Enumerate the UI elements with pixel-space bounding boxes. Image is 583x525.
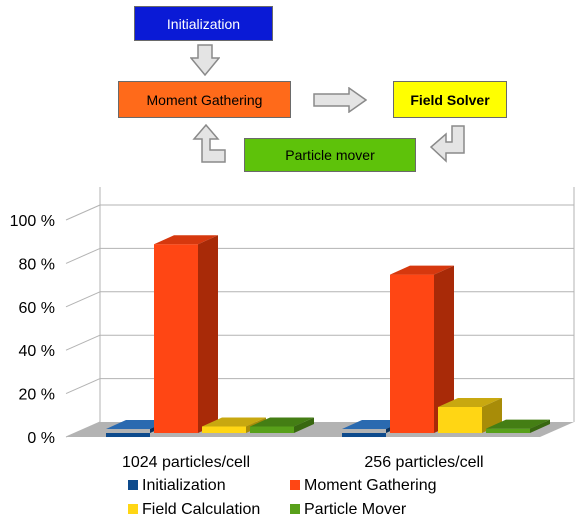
bar-top xyxy=(390,265,454,275)
legend-swatch xyxy=(290,504,300,514)
moment-gathering-box: Moment Gathering xyxy=(118,81,291,118)
legend-swatch xyxy=(128,504,138,514)
bars xyxy=(106,235,550,438)
bar-side xyxy=(198,235,218,433)
particle-mover-box: Particle mover xyxy=(244,138,416,172)
bar-front xyxy=(250,426,294,434)
bar-front xyxy=(438,406,482,434)
bar-front xyxy=(390,274,434,434)
legend-label: Moment Gathering xyxy=(304,477,437,494)
bar-top xyxy=(250,417,314,427)
bar-side xyxy=(294,417,314,433)
bar-front xyxy=(106,433,150,438)
arrow-right-icon xyxy=(313,87,367,113)
legend-label: Initialization xyxy=(142,477,226,494)
y-tick-label: 100 % xyxy=(10,213,55,230)
category-labels: 1024 particles/cell 256 particles/cell xyxy=(122,454,484,471)
initialization-box: Initialization xyxy=(134,6,273,41)
arrow-down-icon xyxy=(190,44,220,76)
legend-label: Particle Mover xyxy=(304,501,407,518)
bar-top xyxy=(438,397,502,407)
axis-tick xyxy=(65,421,101,438)
chart-back-wall xyxy=(100,187,574,422)
legend-swatch xyxy=(290,480,300,490)
axis-tick xyxy=(65,334,101,351)
legend-label: Field Calculation xyxy=(142,501,260,518)
axis-tick xyxy=(65,204,101,221)
legend-swatch xyxy=(128,480,138,490)
bar-front xyxy=(202,426,246,434)
bar-top xyxy=(486,419,550,429)
bar-top xyxy=(154,235,218,245)
y-tick-label: 40 % xyxy=(19,343,55,360)
y-tick-label: 20 % xyxy=(19,387,55,404)
bar-side xyxy=(530,419,550,433)
y-tick-label: 60 % xyxy=(19,300,55,317)
axis-tick xyxy=(65,247,101,264)
y-tick-label: 80 % xyxy=(19,256,55,273)
arrow-turn-up-icon xyxy=(192,124,226,163)
axis-tick xyxy=(65,291,101,308)
bar-side xyxy=(434,265,454,433)
axis-tick xyxy=(65,378,101,395)
y-axis: 0 % 20 % 40 % 60 % 80 % 100 % xyxy=(10,187,101,447)
bar-top xyxy=(202,417,266,427)
bar-front xyxy=(342,433,386,438)
category-label: 1024 particles/cell xyxy=(122,454,250,471)
legend: Initialization Moment Gathering Field Calc… xyxy=(128,477,437,518)
y-tick-label: 0 % xyxy=(27,430,55,447)
field-solver-box: Field Solver xyxy=(393,81,507,118)
bar-front xyxy=(486,428,530,434)
bar-front xyxy=(154,244,198,434)
arrow-turn-down-left-icon xyxy=(430,125,465,163)
category-label: 256 particles/cell xyxy=(364,454,483,471)
